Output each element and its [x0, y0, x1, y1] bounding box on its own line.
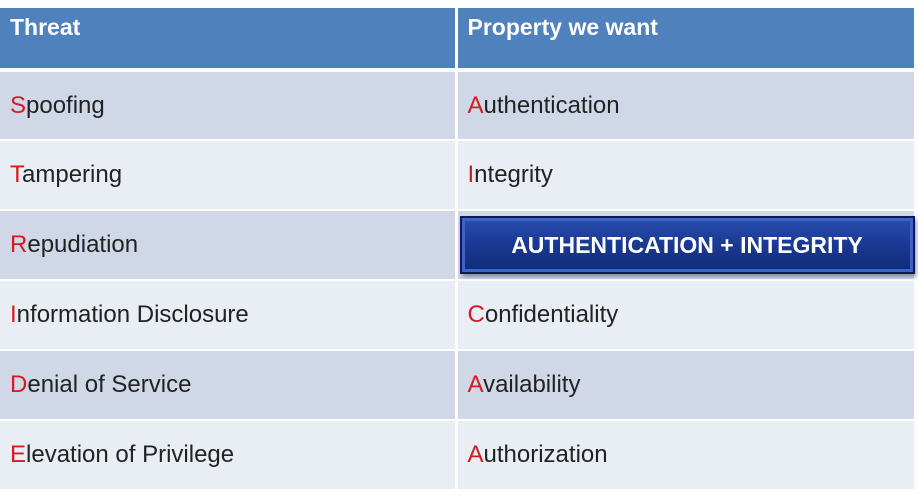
header-property: Property we want [456, 8, 914, 72]
table-row: Elevation of Privilege Authorization [0, 420, 914, 491]
table-row: Tampering Integrity [0, 140, 914, 211]
header-row: Threat Property we want [0, 8, 914, 72]
table-row: Denial of Service Availability [0, 350, 914, 421]
property-initial: A [467, 371, 484, 398]
property-cell: Availability [456, 350, 914, 421]
table-row: Information Disclosure Confidentiality [0, 280, 914, 351]
property-initial: A [467, 441, 484, 468]
threat-initial: D [10, 371, 28, 398]
threat-cell: Elevation of Privilege [0, 420, 458, 491]
threat-cell: Information Disclosure [0, 280, 458, 351]
property-text: uthorization [483, 441, 608, 468]
property-cell: Confidentiality [456, 280, 914, 351]
threat-text: levation of Privilege [26, 441, 235, 468]
header-threat: Threat [0, 8, 458, 72]
table-row: Repudiation AUTHENTICATION + INTEGRITY [0, 210, 915, 281]
threat-text: epudiation [27, 231, 139, 258]
property-cell: Authentication [456, 70, 914, 141]
highlight-box: AUTHENTICATION + INTEGRITY [459, 216, 915, 274]
threat-initial: R [10, 231, 28, 258]
threat-initial: T [10, 161, 22, 188]
property-initial: A [467, 91, 484, 119]
threat-text: nformation Disclosure [16, 301, 249, 328]
property-initial: I [467, 161, 475, 188]
threat-text: enial of Service [27, 371, 192, 398]
threat-cell: Denial of Service [0, 350, 458, 421]
property-cell: Integrity [456, 140, 914, 211]
property-cell: AUTHENTICATION + INTEGRITY [456, 210, 915, 281]
threat-text: poofing [26, 91, 105, 119]
stride-table-container: Threat Property we want Spoofing Authent… [0, 8, 915, 491]
table-row: Spoofing Authentication [0, 70, 914, 141]
threat-text: ampering [22, 161, 123, 188]
threat-cell: Spoofing [0, 70, 458, 141]
property-text: ntegrity [474, 161, 553, 188]
threat-initial: S [10, 91, 27, 119]
stride-table: Threat Property we want Spoofing Authent… [0, 8, 915, 491]
property-initial: C [467, 301, 485, 328]
property-text: vailability [483, 371, 581, 398]
threat-cell: Repudiation [0, 210, 458, 281]
property-cell: Authorization [456, 420, 914, 491]
threat-cell: Tampering [0, 140, 458, 211]
threat-initial: I [10, 301, 17, 328]
threat-initial: E [10, 441, 27, 468]
property-text: uthentication [483, 91, 620, 119]
property-text: onfidentiality [484, 301, 619, 328]
